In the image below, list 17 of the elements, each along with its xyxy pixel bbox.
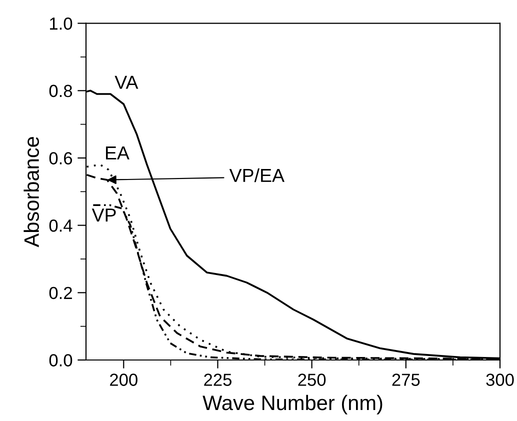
y-tick-label: 1.0 — [50, 17, 72, 30]
x-tick-label: 275 — [392, 374, 420, 386]
annotation: VA — [114, 76, 138, 89]
y-axis-title: Absorbance — [24, 136, 39, 248]
x-tick-label: 250 — [298, 374, 326, 386]
y-tick-label: 0.0 — [49, 354, 72, 366]
y-tick-label: 0.6 — [49, 152, 72, 164]
y-tick-label: 0.4 — [49, 219, 72, 232]
y-tick-label: 0.2 — [49, 286, 72, 300]
annotation: EA — [106, 146, 130, 160]
x-axis-title: Wave Number (nm) — [202, 394, 382, 414]
x-tick-label: 225 — [204, 374, 232, 386]
x-tick-label: 200 — [110, 374, 138, 386]
annotation: VP — [92, 208, 116, 222]
x-tick-label: 300 — [486, 374, 514, 386]
y-tick-label: 0.8 — [49, 84, 72, 98]
annotation: VP/EA — [229, 168, 284, 182]
